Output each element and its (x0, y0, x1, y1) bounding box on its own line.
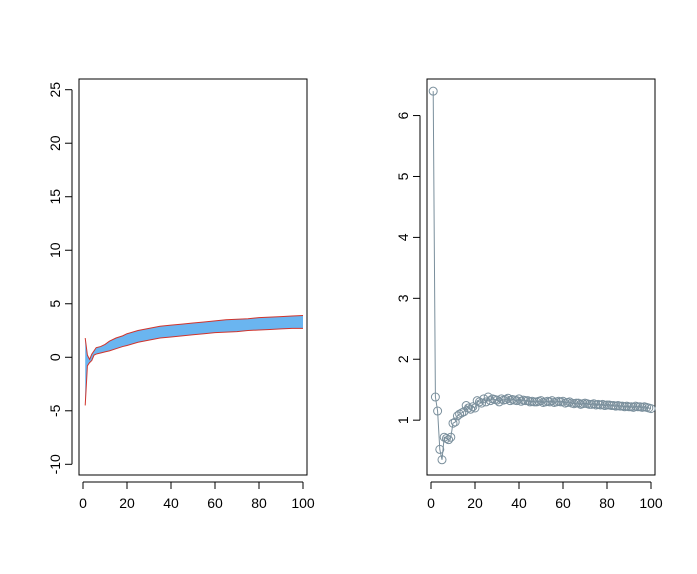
data-point (428, 86, 438, 96)
data-point (437, 455, 447, 465)
data-point (430, 392, 440, 402)
right-y-tick-label: 1 (395, 416, 411, 424)
data-point (439, 432, 449, 442)
data-point (485, 396, 495, 406)
right-plot-frame (426, 78, 656, 476)
data-point (589, 399, 599, 409)
data-point (433, 406, 443, 416)
left-y-tick-label: 20 (47, 135, 63, 151)
left-x-tick-label: 40 (163, 495, 179, 511)
band-fill (85, 315, 303, 406)
right-scatter-line-plot: 0 20 40 60 80 100 1 2 3 4 5 6 (395, 78, 663, 511)
data-point (444, 435, 454, 445)
data-point (512, 396, 522, 406)
right-x-tick-label: 100 (639, 495, 663, 511)
left-y-tick-label: 15 (47, 189, 63, 205)
left-y-tick-label: 5 (47, 300, 63, 308)
left-y-tick-label: -10 (47, 454, 63, 474)
data-point (474, 397, 484, 407)
right-y-tick-label: 5 (395, 172, 411, 180)
data-point (435, 444, 445, 454)
data-point (565, 397, 575, 407)
data-point (477, 398, 487, 408)
data-point (501, 394, 511, 404)
data-point (547, 396, 557, 406)
data-point (446, 432, 456, 442)
right-x-tick-label: 0 (427, 495, 435, 511)
left-y-tick-label: -5 (47, 404, 63, 417)
data-point (472, 396, 482, 406)
data-point (514, 394, 524, 404)
left-y-tick-label: 10 (47, 242, 63, 258)
data-point (463, 403, 473, 413)
left-x-tick-label: 60 (207, 495, 223, 511)
data-point (455, 409, 465, 419)
left-x-tick-label: 80 (251, 495, 267, 511)
data-point (516, 396, 526, 406)
right-y-tick-label: 4 (395, 233, 411, 241)
data-point (505, 396, 515, 406)
left-x-tick-label: 20 (119, 495, 135, 511)
right-x-tick-label: 20 (467, 495, 483, 511)
data-point (598, 399, 608, 409)
right-y-tick-label: 2 (395, 355, 411, 363)
data-point (452, 411, 462, 421)
data-point (479, 394, 489, 404)
data-point (571, 398, 581, 408)
data-point (450, 417, 460, 427)
data-point (536, 396, 546, 406)
left-x-tick-label: 0 (79, 495, 87, 511)
data-point (628, 402, 638, 412)
data-point (492, 395, 502, 405)
right-y-tick-label: 6 (395, 111, 411, 119)
data-point (441, 433, 451, 443)
left-band-plot: 0 20 40 60 80 100 -10 -5 0 5 10 15 20 25 (47, 78, 315, 511)
data-point (496, 394, 506, 404)
data-point (448, 418, 458, 428)
band-lower-line (84, 327, 303, 406)
data-point (584, 399, 594, 409)
data-point (503, 393, 513, 403)
data-point (615, 401, 625, 411)
data-point (606, 401, 616, 411)
left-plot-frame (78, 78, 308, 476)
data-point (646, 404, 656, 414)
data-point (633, 402, 643, 412)
data-point (523, 396, 533, 406)
right-y-tick-label: 3 (395, 294, 411, 302)
data-point (521, 396, 531, 406)
data-point (466, 404, 476, 414)
data-point (624, 402, 634, 412)
left-x-tick-label: 100 (291, 495, 315, 511)
data-point (602, 400, 612, 410)
right-x-tick-label: 60 (555, 495, 571, 511)
band-upper-line (84, 315, 304, 361)
data-point (558, 396, 568, 406)
data-point (529, 397, 539, 407)
right-x-tick-label: 40 (511, 495, 527, 511)
right-x-tick-label: 80 (599, 495, 615, 511)
data-point (468, 402, 478, 412)
data-point (457, 408, 467, 418)
data-point (573, 398, 583, 408)
left-y-tick-label: 25 (47, 82, 63, 98)
data-point (545, 397, 555, 407)
left-y-tick-label: 0 (47, 353, 63, 361)
data-point (494, 397, 504, 407)
